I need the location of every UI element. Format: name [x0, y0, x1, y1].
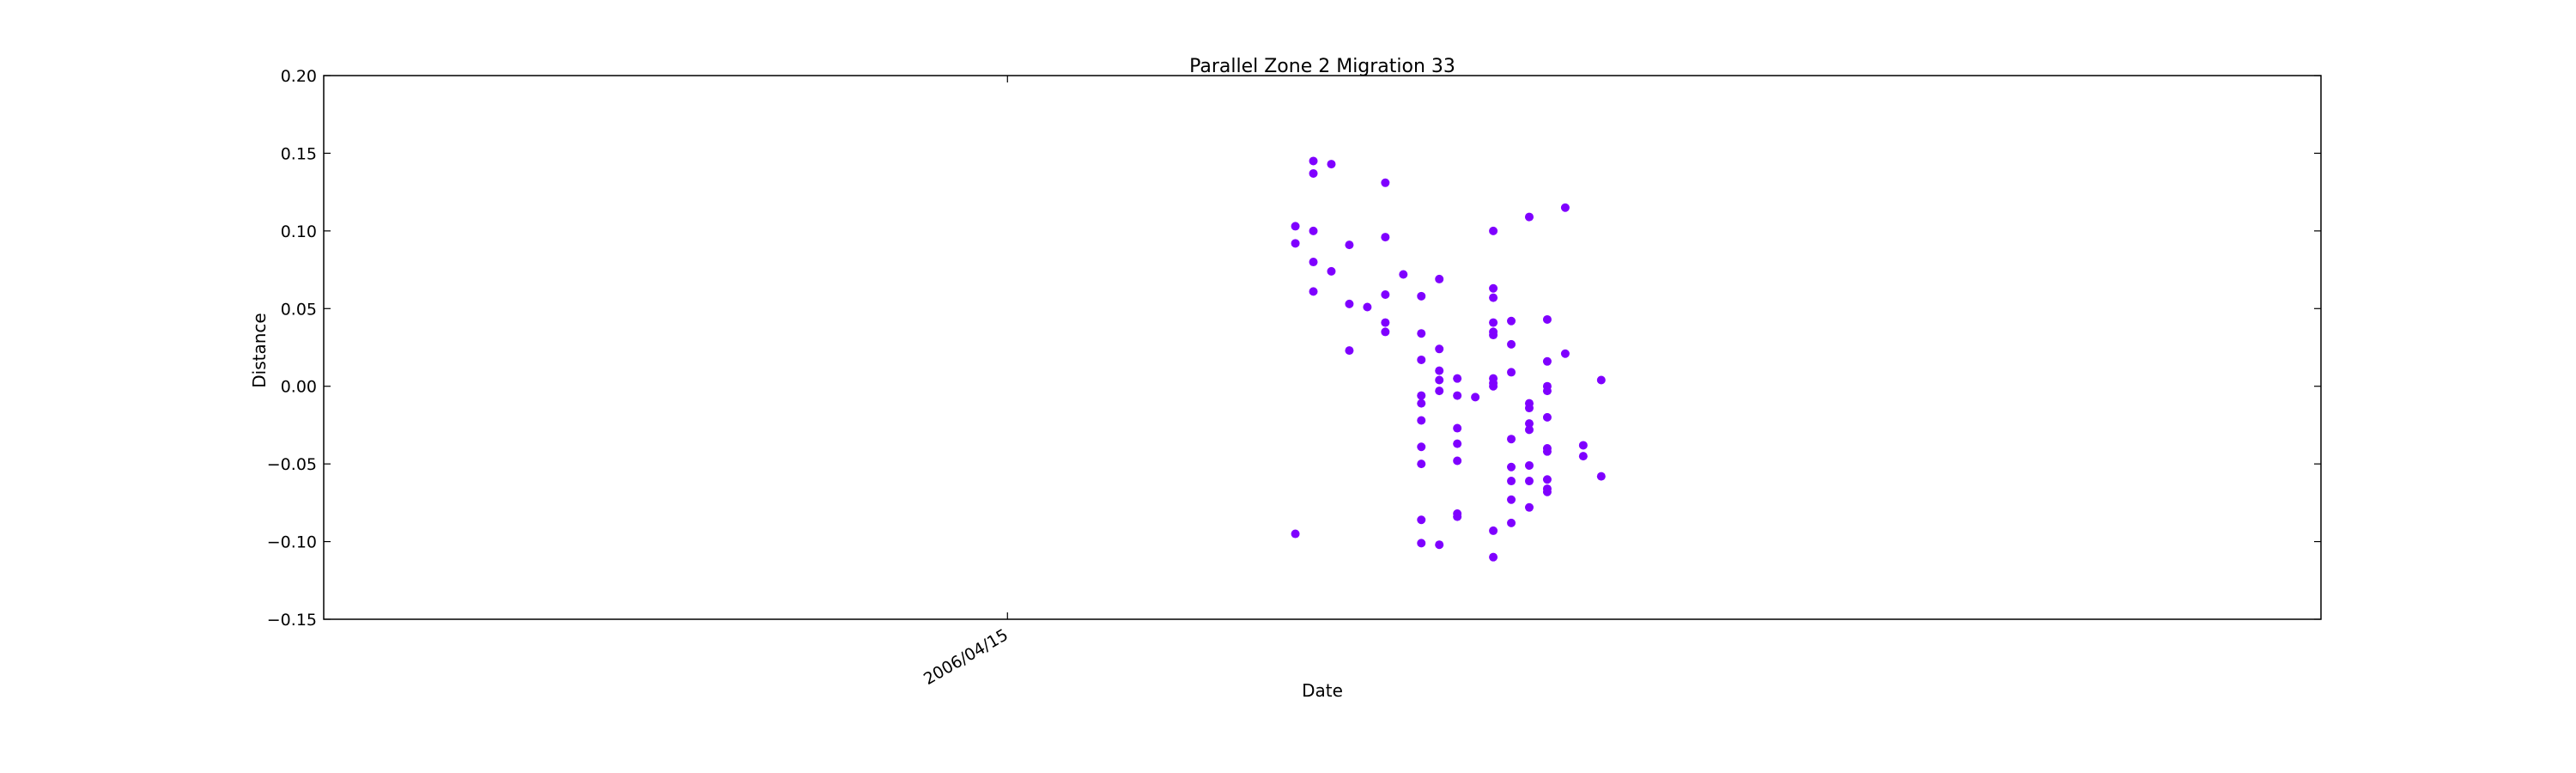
- y-axis-title: Distance: [249, 313, 270, 387]
- data-point: [1596, 472, 1606, 481]
- data-point: [1417, 391, 1426, 400]
- data-point: [1542, 487, 1552, 496]
- data-point: [1435, 344, 1444, 354]
- data-point: [1507, 462, 1516, 472]
- data-point: [1345, 346, 1354, 356]
- data-point: [1435, 274, 1444, 283]
- data-point: [1453, 439, 1462, 448]
- data-point: [1578, 441, 1588, 450]
- data-point: [1453, 374, 1462, 383]
- data-point: [1507, 518, 1516, 527]
- data-point: [1327, 160, 1336, 169]
- y-tick-label: 0.00: [281, 378, 317, 397]
- y-tick-label: −0.10: [267, 533, 317, 552]
- data-point: [1524, 404, 1534, 413]
- data-point: [1417, 515, 1426, 525]
- data-point: [1542, 386, 1552, 396]
- data-point: [1309, 156, 1318, 166]
- data-point: [1524, 460, 1534, 470]
- data-point: [1542, 475, 1552, 484]
- data-point: [1435, 366, 1444, 375]
- data-point: [1417, 329, 1426, 338]
- data-point: [1345, 240, 1354, 250]
- y-tick-label: 0.05: [281, 300, 317, 319]
- data-point: [1435, 386, 1444, 396]
- data-point: [1578, 452, 1588, 461]
- data-point: [1524, 477, 1534, 486]
- data-point: [1363, 302, 1372, 312]
- data-point: [1489, 526, 1498, 535]
- data-point: [1435, 375, 1444, 385]
- data-points: [1291, 156, 1606, 562]
- data-point: [1291, 239, 1300, 248]
- data-point: [1417, 442, 1426, 452]
- data-point: [1309, 226, 1318, 235]
- data-point: [1417, 291, 1426, 301]
- data-point: [1542, 412, 1552, 422]
- data-point: [1381, 290, 1390, 300]
- data-point: [1381, 178, 1390, 187]
- data-point: [1453, 423, 1462, 433]
- data-point: [1471, 393, 1480, 402]
- data-point: [1524, 212, 1534, 222]
- data-point: [1453, 391, 1462, 400]
- data-point: [1435, 540, 1444, 550]
- y-tick-label: 0.10: [281, 222, 317, 241]
- data-point: [1524, 425, 1534, 435]
- y-tick-label: 0.20: [281, 67, 317, 86]
- data-point: [1489, 327, 1498, 337]
- data-point: [1489, 293, 1498, 302]
- data-point: [1507, 477, 1516, 486]
- data-point: [1489, 283, 1498, 293]
- data-point: [1524, 419, 1534, 429]
- x-axis-title: Date: [1302, 680, 1343, 701]
- data-point: [1453, 512, 1462, 521]
- data-point: [1542, 356, 1552, 366]
- data-point: [1507, 316, 1516, 326]
- data-point: [1489, 226, 1498, 235]
- data-point: [1309, 258, 1318, 267]
- data-point: [1417, 539, 1426, 548]
- data-point: [1507, 339, 1516, 349]
- data-point: [1489, 552, 1498, 562]
- data-point: [1453, 456, 1462, 466]
- data-point: [1507, 495, 1516, 504]
- data-point: [1417, 355, 1426, 364]
- data-point: [1291, 222, 1300, 231]
- data-point: [1489, 381, 1498, 391]
- data-point: [1560, 349, 1570, 358]
- data-point: [1399, 270, 1408, 279]
- data-point: [1489, 318, 1498, 327]
- data-point: [1524, 502, 1534, 512]
- data-point: [1381, 327, 1390, 337]
- data-point: [1417, 399, 1426, 408]
- y-tick-label: −0.05: [267, 455, 317, 474]
- data-point: [1507, 368, 1516, 377]
- data-point: [1345, 299, 1354, 308]
- data-point: [1542, 314, 1552, 324]
- data-point: [1309, 287, 1318, 296]
- data-point: [1542, 447, 1552, 456]
- y-tick-label: 0.15: [281, 144, 317, 163]
- data-point: [1327, 266, 1336, 276]
- data-point: [1381, 233, 1390, 242]
- data-point: [1417, 416, 1426, 425]
- y-axis-ticks: 0.20 0.15 0.10 0.05 0.00 −0.05 −0.10 −0.15: [267, 67, 2321, 630]
- data-point: [1507, 435, 1516, 444]
- data-point: [1309, 168, 1318, 178]
- chart-title: Parallel Zone 2 Migration 33: [1189, 56, 1455, 77]
- data-point: [1417, 460, 1426, 469]
- data-point: [1381, 318, 1390, 327]
- y-tick-label: −0.15: [267, 611, 317, 630]
- data-point: [1291, 529, 1300, 539]
- data-point: [1596, 375, 1606, 385]
- plot-area-frame: [323, 75, 2322, 620]
- data-point: [1560, 203, 1570, 212]
